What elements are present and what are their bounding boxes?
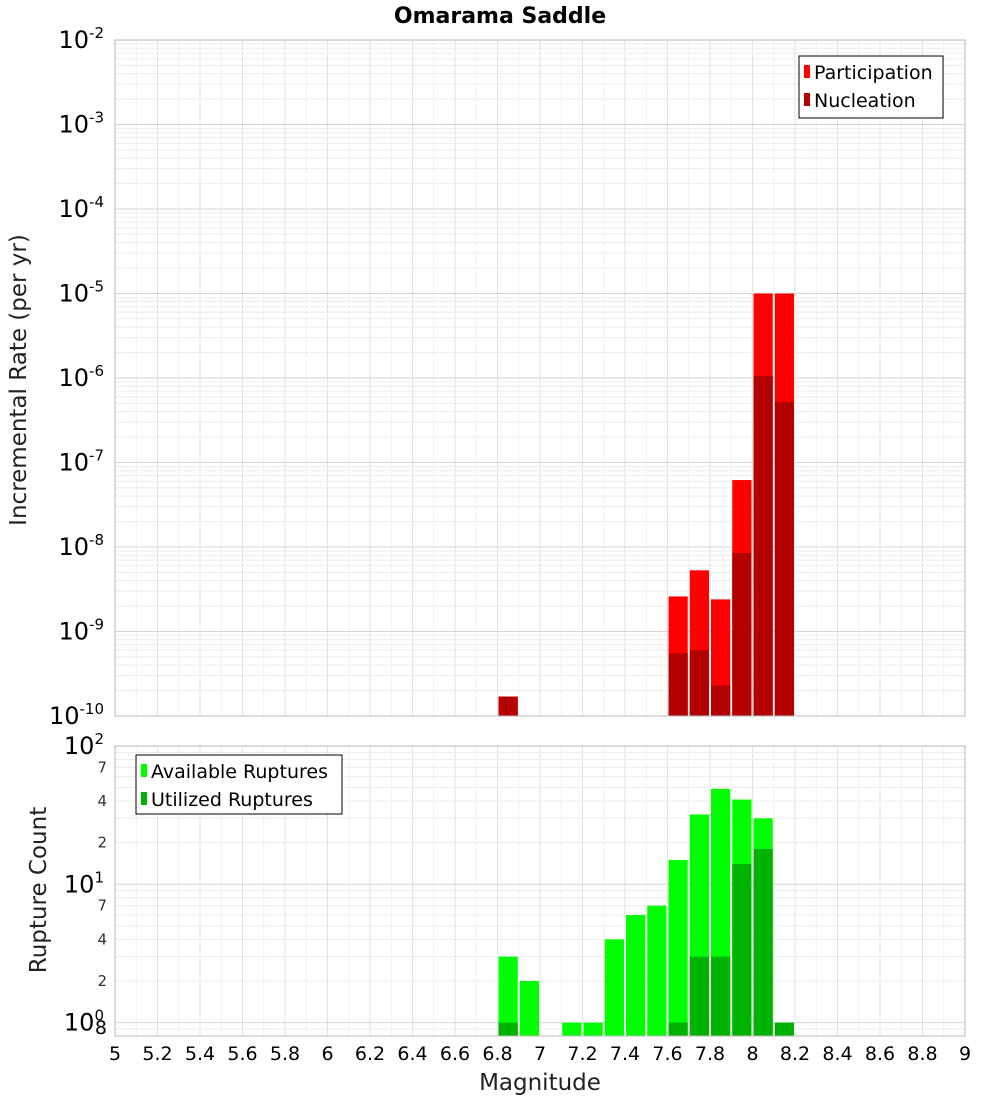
top-bar-nucleation [668, 653, 688, 716]
bottom-bar-utilized-ruptures [774, 1022, 794, 1036]
top-y-axis-label: Incremental Rate (per yr) [6, 234, 32, 526]
bottom-legend-swatch [141, 792, 147, 805]
bottom-bar-available-ruptures [604, 939, 624, 1036]
chart-title: Omarama Saddle [394, 4, 606, 29]
x-tick-label: 9 [959, 1043, 971, 1065]
top-legend-label: Participation [814, 62, 933, 84]
x-tick-label: 6.4 [397, 1043, 427, 1065]
bottom-y-minor-tick-label: 8 [95, 1017, 107, 1039]
bottom-bar-utilized-ruptures [498, 1022, 518, 1036]
bottom-bar-available-ruptures [626, 914, 646, 1036]
top-y-tick-label: 10-9 [58, 616, 104, 646]
bottom-legend-box [135, 754, 343, 815]
bottom-y-tick-label: 101 [64, 868, 104, 898]
top-legend-label: Nucleation [814, 90, 916, 112]
bottom-y-minor-tick-label: 2 [97, 834, 107, 852]
top-legend-box [798, 55, 944, 119]
bottom-bar-utilized-ruptures [689, 956, 709, 1036]
x-tick-label: 7.8 [695, 1043, 725, 1065]
top-bar-nucleation [689, 650, 709, 716]
bottom-y-minor-tick-label: 7 [97, 758, 107, 776]
bottom-bar-utilized-ruptures [732, 864, 752, 1036]
top-y-tick-label: 10-4 [58, 193, 104, 223]
x-tick-label: 6.8 [482, 1043, 512, 1065]
bottom-y-axis-label: Rupture Count [26, 807, 52, 973]
bottom-y-minor-tick-label: 4 [97, 930, 107, 948]
bottom-bar-utilized-ruptures [668, 1022, 688, 1036]
bottom-bar-available-ruptures [519, 980, 539, 1036]
top-legend-swatch [804, 93, 810, 106]
x-tick-label: 7.4 [610, 1043, 640, 1065]
bottom-y-minor-tick-label: 4 [97, 792, 107, 810]
top-y-tick-label: 10-3 [58, 109, 104, 139]
x-tick-label: 7.6 [652, 1043, 682, 1065]
bottom-bar-available-ruptures [583, 1022, 603, 1036]
x-tick-label: 5.4 [185, 1043, 215, 1065]
bottom-bar-utilized-ruptures [711, 956, 731, 1036]
bottom-y-minor-tick-label: 2 [97, 972, 107, 990]
bottom-legend-label: Utilized Ruptures [151, 789, 313, 811]
x-tick-label: 8.6 [865, 1043, 895, 1065]
bottom-y-tick-label: 102 [64, 730, 104, 760]
top-bar-nucleation [774, 401, 794, 716]
x-tick-label: 5.2 [142, 1043, 172, 1065]
x-tick-label: 8.8 [907, 1043, 937, 1065]
bottom-plot-border [114, 745, 966, 1037]
x-tick-label: 8.4 [822, 1043, 852, 1065]
x-tick-label: 5.8 [270, 1043, 300, 1065]
x-tick-label: 6.2 [355, 1043, 385, 1065]
top-y-tick-label: 10-5 [58, 278, 104, 308]
bottom-bar-available-ruptures [498, 956, 518, 1036]
x-tick-label: 6.6 [440, 1043, 470, 1065]
bottom-bar-available-ruptures [562, 1022, 582, 1036]
top-bar-nucleation [711, 685, 731, 716]
x-tick-label: 8 [746, 1043, 758, 1065]
x-tick-label: 5 [109, 1043, 121, 1065]
top-plot-border [114, 39, 966, 717]
top-legend-swatch [804, 65, 810, 78]
x-tick-label: 7 [534, 1043, 546, 1065]
bottom-legend-swatch [141, 764, 147, 777]
bottom-legend-label: Available Ruptures [151, 761, 328, 783]
top-plot: 10-2 10-3 10-4 10-5 10-6 10-7 10-8 10-9 10-10 Par… [49, 24, 966, 730]
bottom-y-minor-tick-label: 7 [97, 897, 107, 915]
x-tick-label: 8.2 [780, 1043, 810, 1065]
top-y-tick-label: 10-7 [58, 447, 104, 477]
bottom-y-tick-label: 100 [64, 1007, 104, 1037]
top-y-tick-label: 10-6 [58, 362, 104, 392]
x-axis-label: Magnitude [479, 1070, 601, 1096]
x-tick-label: 7.2 [567, 1043, 597, 1065]
top-y-tick-label: 10-2 [58, 24, 104, 54]
top-y-tick-label: 10-10 [49, 700, 104, 730]
bottom-bar-available-ruptures [668, 859, 688, 1036]
bottom-bar-utilized-ruptures [753, 848, 773, 1036]
top-bar-nucleation [753, 376, 773, 716]
bottom-bar-available-ruptures [647, 905, 667, 1036]
x-tick-label: 6 [321, 1043, 333, 1065]
x-tick-label: 5.6 [227, 1043, 257, 1065]
top-bar-nucleation [498, 696, 518, 716]
top-y-tick-label: 10-8 [58, 531, 104, 561]
top-bar-nucleation [732, 552, 752, 716]
